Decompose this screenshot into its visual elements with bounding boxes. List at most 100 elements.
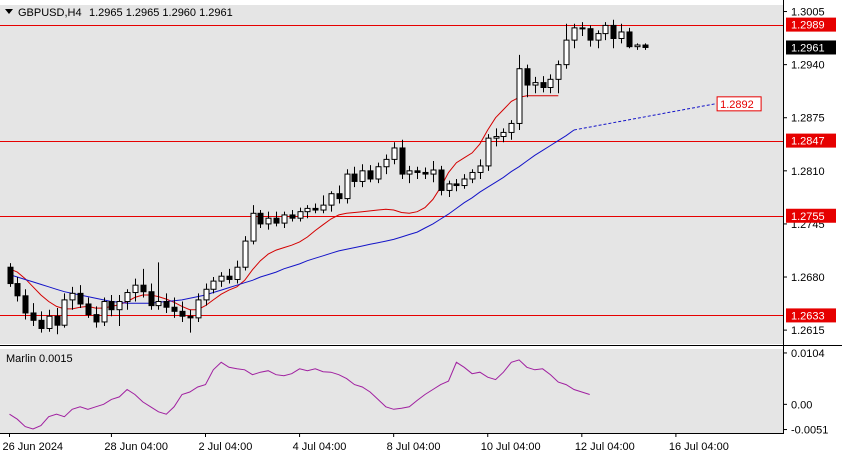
candle[interactable]: [38, 311, 45, 333]
candle[interactable]: [602, 22, 609, 41]
candle-body: [477, 165, 484, 173]
candle[interactable]: [257, 210, 264, 229]
candle[interactable]: [155, 262, 162, 310]
candle[interactable]: [132, 278, 139, 302]
candle[interactable]: [414, 166, 421, 179]
time-tick-label: 4 Jul 04:00: [293, 441, 347, 453]
candle[interactable]: [297, 207, 304, 222]
candle[interactable]: [626, 27, 633, 49]
candle[interactable]: [571, 23, 578, 49]
candle[interactable]: [406, 165, 413, 184]
candle-body: [234, 266, 241, 280]
candle[interactable]: [595, 30, 602, 49]
candles[interactable]: [7, 19, 649, 335]
candle[interactable]: [610, 19, 617, 49]
candle[interactable]: [210, 277, 217, 294]
candle[interactable]: [304, 205, 311, 219]
candle[interactable]: [547, 74, 554, 94]
candle[interactable]: [336, 185, 343, 204]
candle[interactable]: [524, 64, 531, 98]
candle[interactable]: [265, 211, 272, 230]
candle[interactable]: [312, 203, 319, 214]
candle[interactable]: [422, 167, 429, 179]
oscillator-line: [9, 359, 590, 430]
candle-body: [14, 283, 21, 297]
candle[interactable]: [579, 22, 586, 37]
candle[interactable]: [242, 236, 249, 271]
candle[interactable]: [14, 277, 21, 302]
candle[interactable]: [85, 297, 92, 318]
candle-body: [485, 137, 492, 167]
ma-fast-line: [9, 95, 559, 311]
candle[interactable]: [399, 139, 406, 179]
candle[interactable]: [234, 260, 241, 284]
candle[interactable]: [516, 54, 523, 130]
candle[interactable]: [375, 162, 382, 184]
candle[interactable]: [446, 180, 453, 197]
candle[interactable]: [116, 294, 123, 327]
candle[interactable]: [163, 293, 170, 313]
candle[interactable]: [500, 128, 507, 143]
candle[interactable]: [359, 164, 366, 188]
candle[interactable]: [124, 289, 131, 310]
candle[interactable]: [289, 210, 296, 222]
candle[interactable]: [77, 285, 84, 309]
oscillator-tick-label: -0.0051: [791, 425, 828, 437]
candle[interactable]: [618, 23, 625, 44]
candle[interactable]: [273, 211, 280, 227]
candle[interactable]: [438, 165, 445, 196]
candle[interactable]: [250, 205, 257, 245]
candle[interactable]: [351, 166, 358, 188]
candle[interactable]: [391, 142, 398, 165]
candle[interactable]: [642, 43, 649, 50]
candle[interactable]: [328, 191, 335, 212]
candle[interactable]: [344, 169, 351, 204]
candle[interactable]: [555, 60, 562, 94]
candle[interactable]: [453, 178, 460, 192]
candle[interactable]: [203, 283, 210, 306]
candle[interactable]: [634, 43, 641, 50]
symbol-dropdown-icon[interactable]: [5, 9, 13, 14]
candle[interactable]: [477, 159, 484, 179]
candle[interactable]: [226, 268, 233, 284]
candle[interactable]: [485, 134, 492, 171]
candle[interactable]: [461, 174, 468, 189]
candle[interactable]: [54, 308, 61, 335]
candle-body: [414, 170, 421, 173]
candle[interactable]: [61, 293, 68, 328]
candle[interactable]: [179, 301, 186, 322]
candle[interactable]: [281, 211, 288, 229]
candle-body: [163, 301, 170, 308]
candle[interactable]: [563, 23, 570, 69]
candle[interactable]: [493, 128, 500, 147]
candle[interactable]: [30, 303, 37, 327]
candle[interactable]: [587, 25, 594, 47]
candle[interactable]: [383, 154, 390, 175]
candle[interactable]: [469, 169, 476, 184]
candle[interactable]: [140, 268, 147, 298]
candle-body: [281, 214, 288, 224]
candle[interactable]: [93, 306, 100, 328]
candle[interactable]: [108, 294, 115, 317]
candle-body: [179, 310, 186, 317]
candle[interactable]: [367, 165, 374, 183]
candle[interactable]: [22, 289, 29, 320]
candle[interactable]: [218, 272, 225, 287]
candle[interactable]: [195, 293, 202, 322]
candle[interactable]: [171, 297, 178, 318]
candle[interactable]: [508, 120, 515, 140]
candle[interactable]: [7, 263, 14, 287]
candle-body: [22, 295, 29, 314]
candle[interactable]: [540, 76, 547, 93]
candle-body: [155, 301, 162, 307]
candle[interactable]: [148, 283, 155, 310]
candle[interactable]: [430, 161, 437, 183]
candle[interactable]: [532, 76, 539, 94]
candle[interactable]: [46, 309, 53, 332]
candle[interactable]: [69, 286, 76, 310]
candle[interactable]: [187, 309, 194, 333]
candle[interactable]: [320, 195, 327, 214]
candle[interactable]: [101, 297, 108, 327]
